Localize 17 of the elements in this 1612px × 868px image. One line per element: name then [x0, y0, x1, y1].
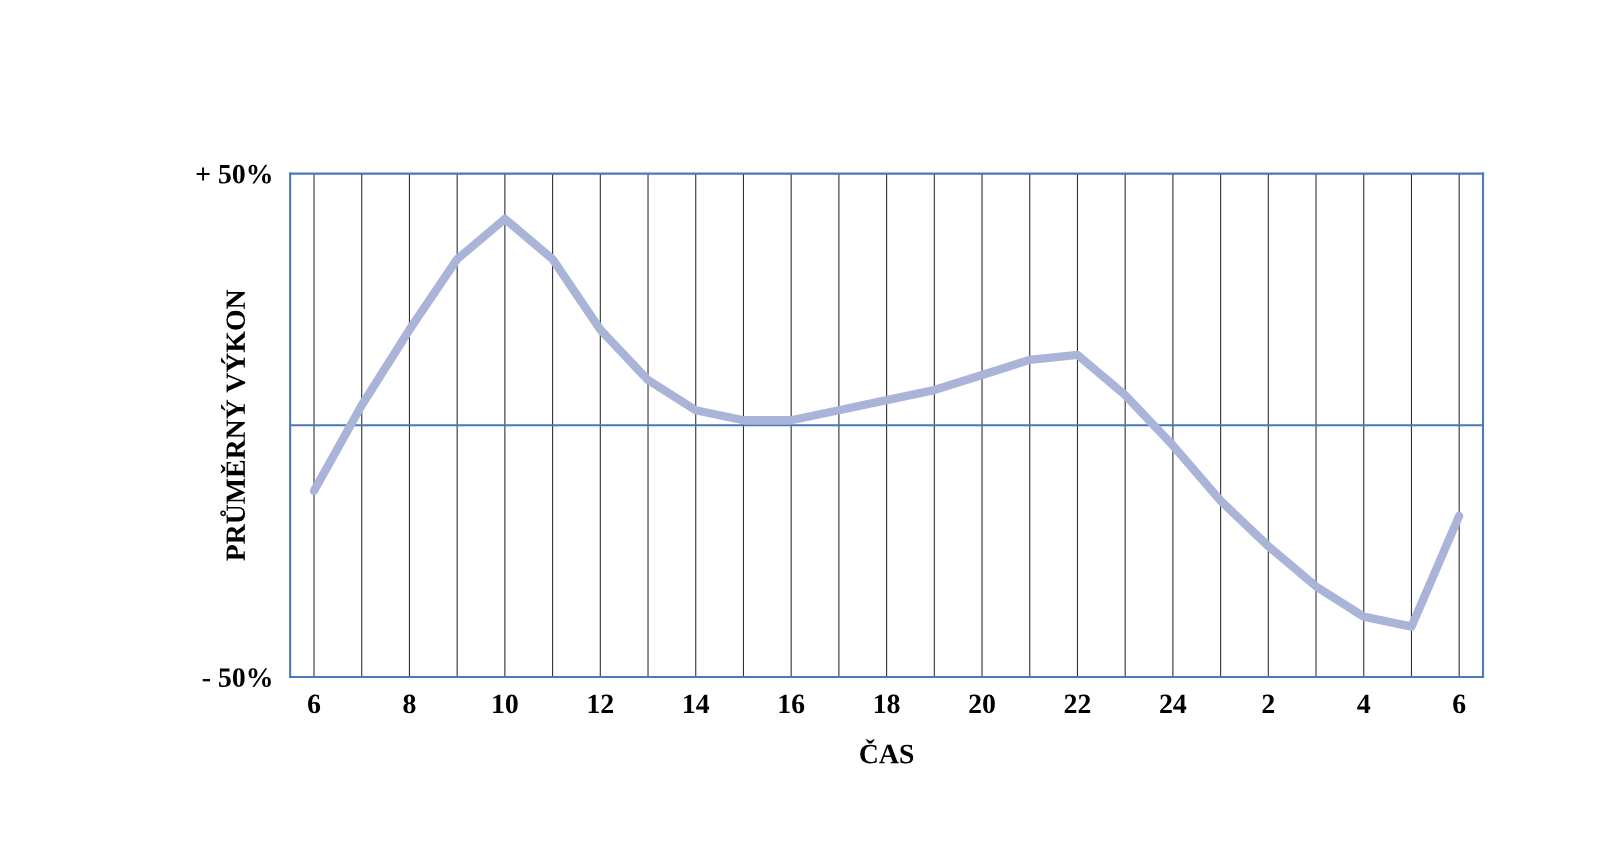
x-tick-label: 6: [308, 694, 321, 714]
x-tick-label: 2: [1262, 694, 1275, 713]
y-tick-label: - 50%: [202, 668, 271, 688]
x-axis-title: ČAS: [860, 739, 914, 764]
x-tick-label: 8: [403, 694, 416, 714]
x-tick-label: 10: [493, 694, 518, 714]
y-axis-title: PRŮMĚRNÝ VÝKON: [220, 289, 246, 561]
y-tick-label: + 50%: [196, 164, 271, 184]
x-tick-label: 14: [684, 694, 710, 713]
x-tick-label: 6: [1453, 694, 1466, 714]
x-tick-label: 24: [1160, 694, 1187, 713]
x-tick-label: 4: [1357, 694, 1371, 713]
x-tick-label: 12: [588, 694, 613, 713]
x-tick-label: 18: [874, 694, 900, 714]
x-tick-label: 20: [969, 694, 995, 714]
x-tick-label: 22: [1064, 694, 1091, 713]
x-tick-label: 16: [779, 694, 805, 714]
